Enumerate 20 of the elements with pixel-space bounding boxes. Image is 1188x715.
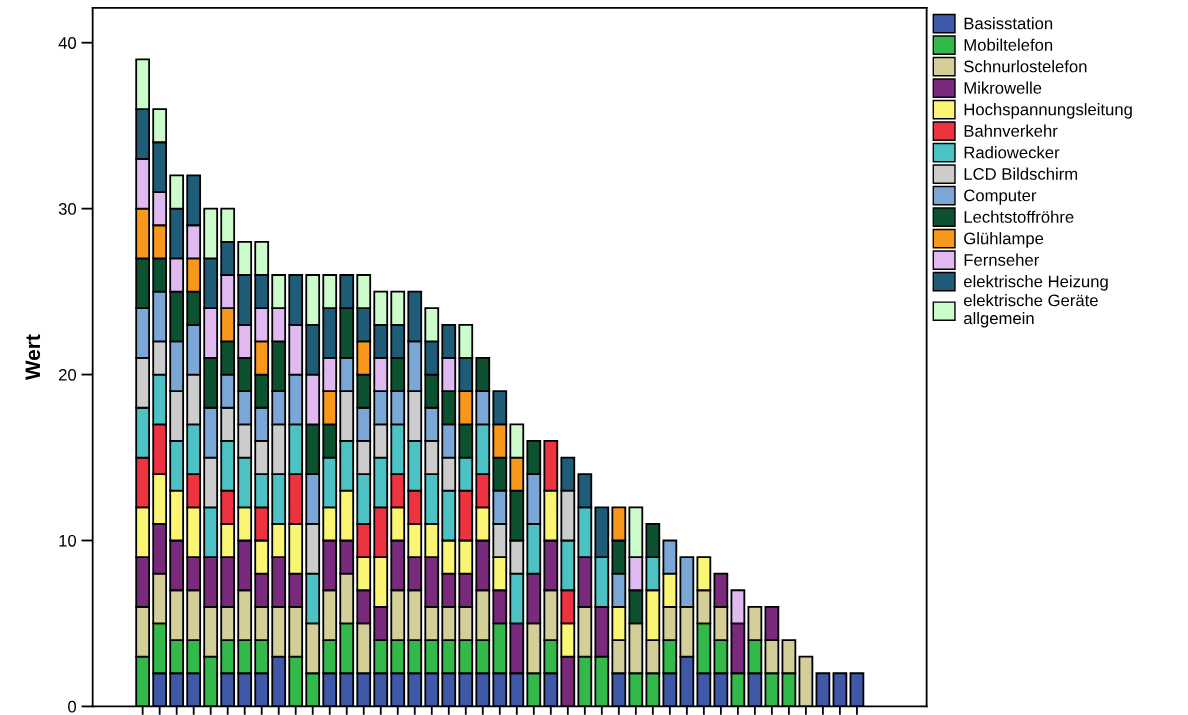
legend-label: Schnurlostelefon bbox=[964, 60, 1087, 73]
legend-label: elektrische Heizung bbox=[964, 275, 1108, 291]
y-tick-label: 0 bbox=[68, 700, 77, 713]
legend-label: Mobiltelefon bbox=[964, 38, 1053, 51]
legend-label: Fernseher bbox=[964, 253, 1039, 266]
legend-label: LCD Bildschirm bbox=[964, 167, 1078, 180]
y-tick-label: 10 bbox=[59, 534, 77, 547]
legend-label: Glühlampe bbox=[964, 232, 1044, 248]
legend-label: elektrische Geräte allgemein bbox=[964, 294, 1098, 328]
legend-label: Lechtstoffröhre bbox=[964, 210, 1074, 223]
legend-label: Hochspannungsleitung bbox=[964, 103, 1132, 119]
y-tick-label: 40 bbox=[58, 37, 77, 49]
legend-label: Bahnverkehr bbox=[964, 124, 1058, 137]
y-axis-title: Wert bbox=[25, 334, 41, 381]
y-tick-label: 30 bbox=[58, 203, 77, 215]
legend-label: Mikrowelle bbox=[964, 81, 1042, 94]
legend-label: Computer bbox=[964, 189, 1037, 205]
y-tick-label: 20 bbox=[58, 368, 77, 381]
legend-label: Radiowecker bbox=[964, 146, 1060, 159]
legend-label: Basisstation bbox=[964, 17, 1053, 30]
